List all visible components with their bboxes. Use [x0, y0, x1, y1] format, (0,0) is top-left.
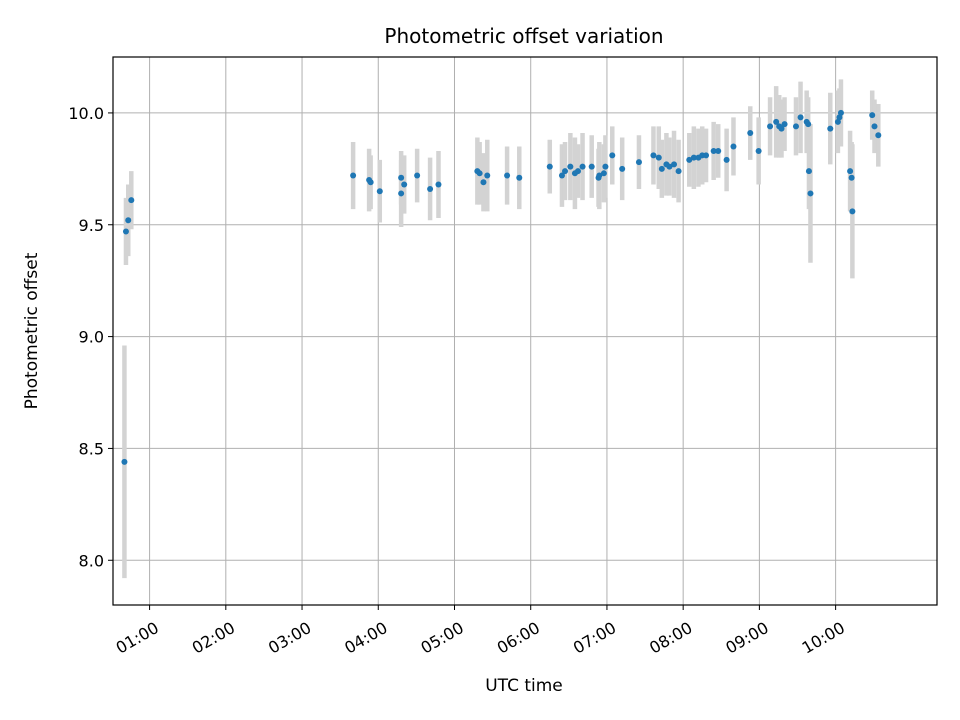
x-tick-label: 02:00	[189, 618, 238, 658]
data-point	[600, 170, 607, 177]
error-bars	[122, 79, 881, 579]
data-point	[398, 190, 405, 197]
y-tick-label: 10.0	[68, 104, 104, 123]
data-point	[848, 174, 855, 181]
data-point	[849, 208, 856, 215]
data-point	[690, 154, 697, 161]
data-point	[773, 118, 780, 125]
data-point	[401, 181, 408, 188]
data-point	[350, 172, 357, 179]
data-point	[122, 228, 129, 235]
plot-frame	[112, 56, 938, 606]
grid	[113, 57, 937, 605]
data-point	[376, 188, 383, 195]
data-points	[121, 109, 882, 465]
x-tick-label: 08:00	[646, 618, 695, 658]
data-point	[837, 109, 844, 116]
data-point	[558, 172, 565, 179]
data-point	[596, 172, 603, 179]
data-point	[755, 147, 762, 154]
data-point	[767, 123, 774, 130]
data-point	[609, 152, 616, 159]
data-point	[792, 123, 799, 130]
data-point	[869, 112, 876, 119]
data-point	[546, 163, 553, 170]
data-point	[398, 174, 405, 181]
data-point	[588, 163, 595, 170]
y-tick-label: 8.5	[79, 439, 104, 458]
data-point	[847, 168, 854, 175]
data-point	[797, 114, 804, 121]
data-point	[827, 125, 834, 132]
data-point	[781, 121, 788, 128]
y-tick-label: 9.5	[79, 216, 104, 235]
data-point	[655, 154, 662, 161]
data-point	[747, 130, 754, 137]
data-point	[121, 458, 128, 465]
data-point	[414, 172, 421, 179]
data-point	[871, 123, 878, 130]
data-point	[435, 181, 442, 188]
data-point	[504, 172, 511, 179]
data-point	[125, 217, 132, 224]
data-point	[574, 168, 581, 175]
x-axis-label: UTC time	[485, 676, 563, 696]
x-axis-ticks: 01:00 02:00 03:00 04:00 05:00 06:00 07:00 08:00…	[113, 605, 848, 658]
data-point	[579, 163, 586, 170]
data-point	[686, 156, 693, 163]
data-point	[658, 165, 665, 172]
data-point	[602, 163, 609, 170]
x-tick-label: 04:00	[341, 618, 390, 658]
data-point	[723, 156, 730, 163]
x-tick-label: 03:00	[265, 618, 314, 658]
data-point	[650, 152, 657, 159]
data-point	[427, 185, 434, 192]
x-tick-label: 10:00	[799, 618, 848, 658]
data-point	[480, 179, 487, 186]
x-tick-label: 05:00	[417, 618, 466, 658]
data-point	[562, 168, 569, 175]
data-point	[567, 163, 574, 170]
y-tick-label: 8.0	[79, 551, 104, 570]
chart-title: Photometric offset variation	[384, 24, 663, 48]
data-point	[715, 147, 722, 154]
x-tick-label: 01:00	[113, 618, 162, 658]
data-point	[805, 168, 812, 175]
x-tick-label: 09:00	[722, 618, 771, 658]
data-point	[619, 165, 626, 172]
data-point	[778, 125, 785, 132]
data-point	[671, 161, 678, 168]
data-point	[730, 143, 737, 150]
data-point	[666, 163, 673, 170]
y-tick-label: 9.0	[79, 328, 104, 347]
data-point	[635, 159, 642, 166]
data-point	[516, 174, 523, 181]
data-point	[805, 121, 812, 128]
y-axis-ticks: 8.0 8.5 9.0 9.5 10.0	[68, 104, 113, 570]
data-point	[484, 172, 491, 179]
data-point	[367, 179, 374, 186]
x-tick-label: 07:00	[570, 618, 619, 658]
data-point	[807, 190, 814, 197]
data-point	[476, 170, 483, 177]
x-tick-label: 06:00	[494, 618, 543, 658]
data-point	[875, 132, 882, 139]
data-point	[128, 197, 135, 204]
data-point	[710, 147, 717, 154]
data-point	[675, 168, 682, 175]
data-point	[703, 152, 710, 159]
y-axis-label: Photometric offset	[22, 252, 42, 409]
